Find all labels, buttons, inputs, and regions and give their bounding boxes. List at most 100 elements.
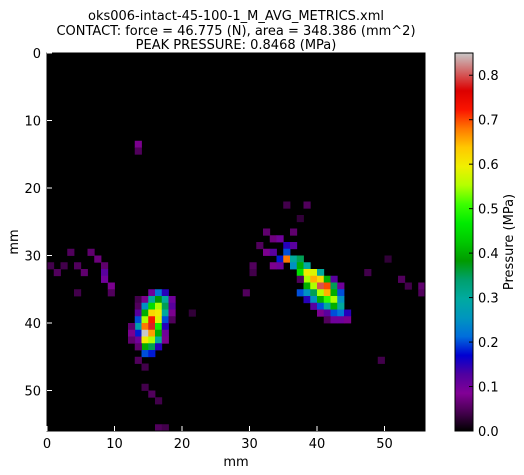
heatmap-cell bbox=[141, 296, 149, 304]
heatmap-cell bbox=[337, 302, 345, 310]
heatmap-cell bbox=[148, 323, 156, 331]
heatmap-cell bbox=[290, 262, 298, 270]
y-tick-label: 10 bbox=[24, 115, 41, 130]
heatmap-cell bbox=[344, 316, 352, 324]
heatmap-cell bbox=[323, 275, 331, 283]
heatmap-cell bbox=[134, 309, 142, 317]
heatmap-cell bbox=[310, 269, 318, 277]
heatmap-cell bbox=[296, 275, 304, 283]
y-axis-label: mm bbox=[7, 229, 22, 254]
heatmap-cell bbox=[296, 255, 304, 263]
heatmap-cell bbox=[148, 336, 156, 344]
heatmap-cell bbox=[303, 262, 311, 270]
heatmap-cell bbox=[155, 397, 163, 405]
heatmap-cell bbox=[101, 275, 109, 283]
heatmap-cell bbox=[188, 309, 196, 317]
heatmap-cell bbox=[317, 309, 325, 317]
heatmap-cell bbox=[128, 323, 136, 331]
heatmap-cell bbox=[303, 282, 311, 290]
heatmap-cell bbox=[317, 302, 325, 310]
heatmap-cell bbox=[344, 309, 352, 317]
heatmap-cell bbox=[418, 282, 426, 290]
heatmap-cell bbox=[161, 309, 169, 317]
heatmap-cell bbox=[134, 140, 142, 148]
heatmap-cell bbox=[87, 248, 95, 256]
heatmap-cell bbox=[249, 269, 257, 277]
heatmap-cell bbox=[384, 255, 392, 263]
heatmap-cell bbox=[337, 282, 345, 290]
heatmap-cell bbox=[107, 289, 115, 297]
heatmap-cell bbox=[323, 289, 331, 297]
heatmap-cell bbox=[249, 262, 257, 270]
heatmap-cell bbox=[323, 296, 331, 304]
plot-area bbox=[46, 52, 426, 432]
heatmap-cell bbox=[161, 329, 169, 337]
x-axis-label: mm bbox=[223, 455, 248, 470]
chart-title-line-3: PEAK PRESSURE: 0.8468 (MPa) bbox=[136, 38, 337, 53]
heatmap-cell bbox=[283, 248, 291, 256]
heatmap-cell bbox=[148, 302, 156, 310]
heatmap-cell bbox=[330, 302, 338, 310]
heatmap-cell bbox=[317, 275, 325, 283]
heatmap-cell bbox=[296, 215, 304, 223]
heatmap-cell bbox=[337, 316, 345, 324]
heatmap-cell bbox=[161, 316, 169, 324]
heatmap-cell bbox=[337, 309, 345, 317]
heatmap-cell bbox=[290, 242, 298, 250]
plot-frame bbox=[46, 52, 426, 432]
heatmap-cell bbox=[141, 350, 149, 358]
colorbar-tick-label: 0.0 bbox=[478, 425, 499, 440]
colorbar-label: Pressure (MPa) bbox=[502, 194, 517, 290]
heatmap-cell bbox=[94, 255, 102, 263]
heatmap-cell bbox=[141, 329, 149, 337]
colorbar-tick-label: 0.3 bbox=[478, 292, 499, 307]
heatmap-cell bbox=[263, 248, 271, 256]
heatmap-cell bbox=[161, 302, 169, 310]
heatmap-cell bbox=[404, 282, 412, 290]
heatmap-cell bbox=[330, 282, 338, 290]
heatmap-cell bbox=[134, 336, 142, 344]
heatmap-cell bbox=[168, 302, 176, 310]
colorbar-ticks: 0.0 0.1 0.2 0.3 0.4 0.5 0.6 0.7 0.8 bbox=[469, 69, 499, 440]
heatmap-cell bbox=[377, 356, 385, 364]
x-tick-label: 0 bbox=[43, 437, 51, 452]
heatmap-cell bbox=[101, 262, 109, 270]
heatmap-background bbox=[47, 53, 425, 431]
heatmap-cell bbox=[168, 309, 176, 317]
heatmap-cell bbox=[323, 302, 331, 310]
heatmap-cell bbox=[330, 316, 338, 324]
heatmap-cell bbox=[263, 228, 271, 236]
heatmap-cell bbox=[317, 269, 325, 277]
heatmap-cell bbox=[134, 147, 142, 155]
heatmap-cell bbox=[242, 289, 250, 297]
heatmap-cell bbox=[317, 282, 325, 290]
heatmap-cell bbox=[317, 289, 325, 297]
y-tick-label: 20 bbox=[24, 182, 41, 197]
heatmap-cell bbox=[148, 343, 156, 351]
heatmap-cell bbox=[47, 262, 55, 270]
heatmap-cell bbox=[148, 309, 156, 317]
heatmap-cell bbox=[303, 296, 311, 304]
x-tick-label: 10 bbox=[106, 437, 123, 452]
heatmap-cell bbox=[155, 309, 163, 317]
heatmap-cell bbox=[310, 296, 318, 304]
heatmap-cell bbox=[141, 336, 149, 344]
heatmap-cell bbox=[141, 383, 149, 391]
heatmap-cell bbox=[141, 323, 149, 331]
heatmap-cell bbox=[141, 363, 149, 371]
heatmap-cell bbox=[148, 390, 156, 398]
heatmap-cell bbox=[418, 289, 426, 297]
colorbar-tick-label: 0.2 bbox=[478, 336, 499, 351]
heatmap-cell bbox=[296, 262, 304, 270]
heatmap-cell bbox=[303, 275, 311, 283]
heatmap-cell bbox=[276, 262, 284, 270]
colorbar-tick-label: 0.7 bbox=[478, 114, 499, 129]
x-tick-label: 30 bbox=[241, 437, 258, 452]
y-tick-label: 0 bbox=[33, 47, 41, 62]
colorbar bbox=[454, 52, 474, 432]
heatmap-cell bbox=[74, 289, 82, 297]
heatmap-cell bbox=[161, 336, 169, 344]
heatmap-cell bbox=[80, 269, 88, 277]
heatmap-cell bbox=[168, 316, 176, 324]
